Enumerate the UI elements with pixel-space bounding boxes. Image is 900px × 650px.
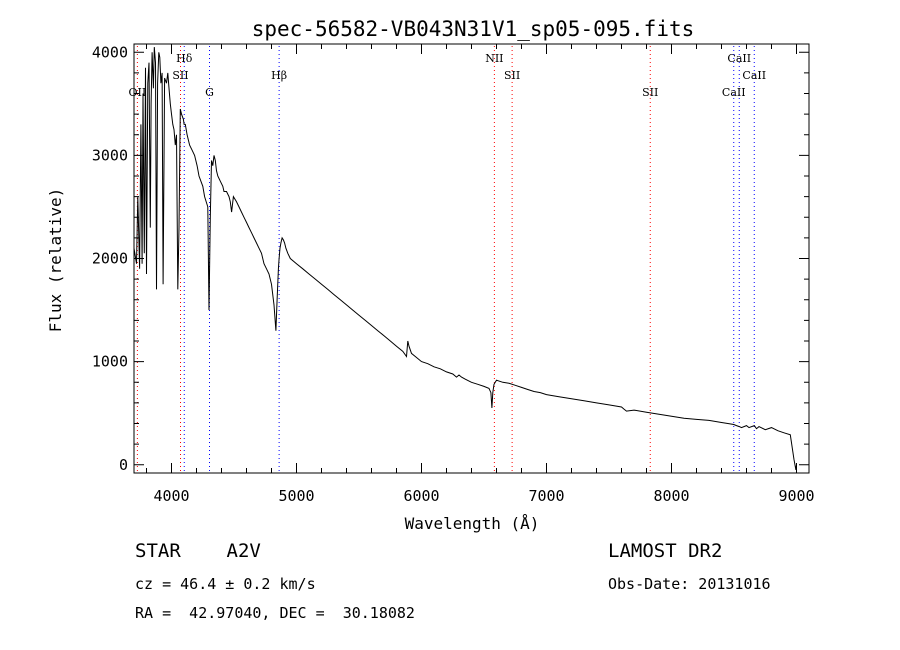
line-marker-label: CaII	[742, 69, 766, 82]
y-tick-label: 1000	[92, 353, 128, 371]
line-marker-label: SII	[504, 69, 520, 82]
y-tick-label: 2000	[92, 250, 128, 268]
line-marker-label: G	[205, 86, 214, 99]
object-class: STAR A2V	[135, 540, 261, 562]
x-tick-label: 4000	[153, 487, 189, 505]
line-marker-label: CaII	[727, 52, 751, 65]
sky-coordinates: RA = 42.97040, DEC = 30.18082	[135, 604, 415, 622]
line-marker-label: SII	[172, 69, 188, 82]
y-axis-label: Flux (relative)	[46, 188, 65, 333]
line-marker-label: NII	[485, 52, 503, 65]
x-tick-label: 9000	[778, 487, 814, 505]
x-tick-label: 8000	[653, 487, 689, 505]
spectrum-series-line	[133, 47, 797, 470]
line-marker-label: Hβ	[271, 69, 287, 82]
line-marker-label: OII	[129, 86, 147, 99]
survey-name: LAMOST DR2	[608, 540, 723, 562]
line-marker-label: CaII	[722, 86, 746, 99]
line-marker-label: SII	[642, 86, 658, 99]
x-tick-label: 6000	[403, 487, 439, 505]
redshift-velocity: cz = 46.4 ± 0.2 km/s	[135, 575, 316, 593]
line-marker-label: Hδ	[176, 52, 193, 65]
y-tick-label: 4000	[92, 43, 128, 61]
x-tick-label: 5000	[278, 487, 314, 505]
plot-frame	[133, 43, 810, 474]
y-tick-label: 3000	[92, 146, 128, 164]
x-tick-label: 7000	[528, 487, 564, 505]
observation-date: Obs-Date: 20131016	[608, 575, 771, 593]
y-tick-label: 0	[119, 456, 128, 474]
x-axis-label: Wavelength (Å)	[405, 514, 540, 533]
tick-layer: 4000 5000 6000 7000 8000 9000 0 1000 2000 3000 400…	[92, 43, 815, 505]
chart-title: spec-56582-VB043N31V1_sp05-095.fits	[252, 17, 695, 41]
